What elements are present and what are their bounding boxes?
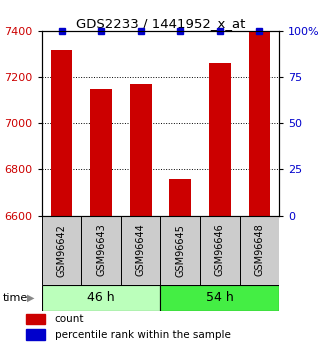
Bar <box>160 216 200 285</box>
Bar <box>42 285 160 310</box>
Text: GSM96645: GSM96645 <box>175 224 185 277</box>
Text: GSM96643: GSM96643 <box>96 224 106 276</box>
Bar <box>90 89 112 216</box>
Text: count: count <box>55 314 84 324</box>
Bar <box>248 31 270 216</box>
Text: GSM96646: GSM96646 <box>215 224 225 276</box>
Bar <box>26 314 45 324</box>
Bar <box>200 216 240 285</box>
Text: percentile rank within the sample: percentile rank within the sample <box>55 330 230 340</box>
Text: GSM96644: GSM96644 <box>136 224 146 276</box>
Text: 46 h: 46 h <box>87 291 115 304</box>
Bar <box>51 49 73 216</box>
Bar <box>26 329 45 340</box>
Bar <box>81 216 121 285</box>
Text: 54 h: 54 h <box>206 291 234 304</box>
Text: GSM96648: GSM96648 <box>255 224 265 276</box>
Text: time: time <box>3 293 29 303</box>
Bar <box>169 179 191 216</box>
Bar <box>209 63 231 216</box>
Text: ▶: ▶ <box>27 293 35 303</box>
Bar <box>130 84 152 216</box>
Bar <box>240 216 279 285</box>
Bar <box>160 285 279 310</box>
Bar <box>121 216 160 285</box>
Bar <box>42 216 81 285</box>
Title: GDS2233 / 1441952_x_at: GDS2233 / 1441952_x_at <box>76 17 245 30</box>
Text: GSM96642: GSM96642 <box>56 224 66 277</box>
